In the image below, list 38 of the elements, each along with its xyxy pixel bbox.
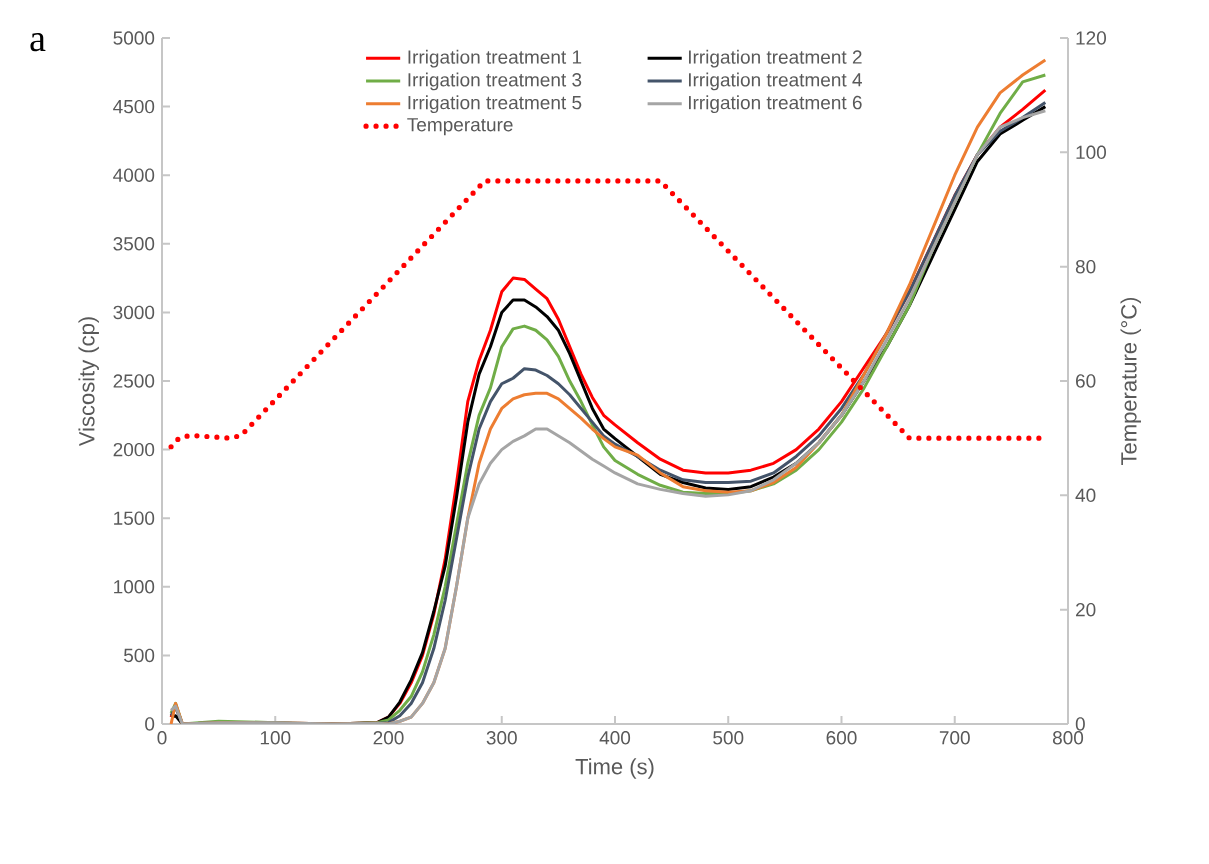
legend-label: Irrigation treatment 6 [689,95,862,114]
y2-tick-label: 120 [1076,31,1106,45]
y2-tick-label: 0 [1075,717,1085,731]
x-tick-label: 800 [1052,731,1084,745]
legend-label: Irrigation treatment 2 [689,49,862,68]
y-tick-label: 4000 [113,168,155,182]
y-tick-label: 5000 [113,31,155,45]
y-tick-label: 3000 [113,305,155,320]
y-tick-label: 2000 [113,442,155,457]
y-tick-label: 0 [145,717,155,731]
x-tick-label: 500 [713,731,744,745]
x-tick-label: 100 [260,731,291,745]
legend-label: Irrigation treatment 1 [408,49,582,68]
x-tick-label: 600 [826,731,857,745]
y-tick-label: 2500 [113,374,155,388]
y-tick-label: 3500 [113,237,155,251]
x-tick-label: 700 [939,731,970,745]
legend-label: Temperature [407,118,513,136]
y2-tick-label: 60 [1076,374,1096,388]
x-tick-label: 400 [599,731,631,745]
y-axis-title: Viscosity (cp) [78,317,99,447]
x-tick-label: 200 [373,731,404,745]
x-tick-label: 0 [157,731,167,745]
y2-axis-title: Temperature (°C) [1120,297,1141,465]
text: a [30,33,46,52]
y-tick-label: 4500 [113,99,155,114]
legend-label: Irrigation treatment 5 [408,95,582,114]
y-tick-label: 1500 [114,511,155,525]
y2-tick-label: 100 [1076,145,1106,160]
y-tick-label: 1000 [114,580,155,594]
y-tick-label: 500 [123,648,155,663]
y2-tick-label: 20 [1076,602,1096,617]
y2-tick-label: 40 [1075,488,1096,503]
y2-tick-label: 80 [1075,259,1096,274]
legend-label: Irrigation treatment 4 [689,72,862,91]
legend-label: Irrigation treatment 3 [408,72,582,91]
x-axis-title: Time (s) [575,758,654,779]
x-tick-label: 300 [486,731,517,745]
